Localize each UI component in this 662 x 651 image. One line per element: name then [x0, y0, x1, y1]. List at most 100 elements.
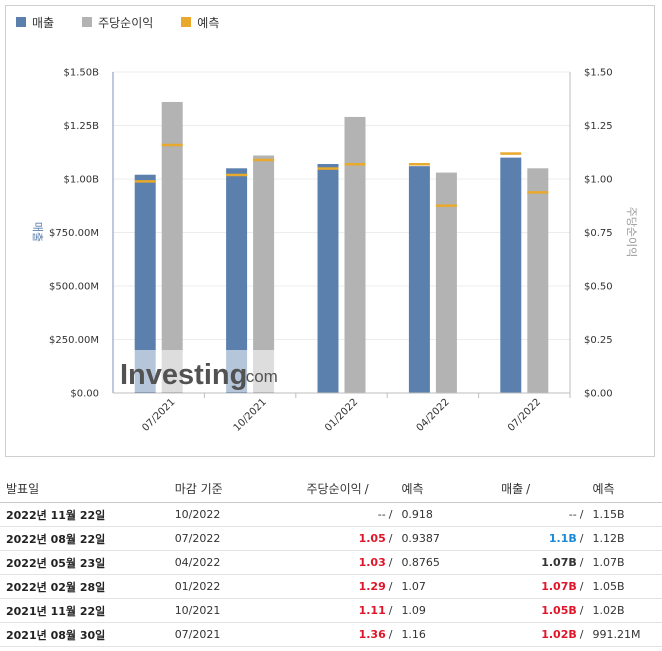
header-eps-label: 주당순이익	[306, 481, 362, 496]
cell-eps: 1.05/	[300, 526, 396, 551]
eps-actual: 1.29	[358, 580, 386, 593]
table-row: 2022년 05월 23일 04/2022 1.03/0.8765 1.07B/1.0…	[0, 550, 662, 575]
right-tick-label: $0.00	[584, 389, 613, 400]
revenue-forecast-mark	[500, 152, 522, 155]
legend-item-revenue: 매출	[16, 14, 54, 31]
cell-date: 2021년 08월 30일	[0, 622, 169, 647]
table-row: 2021년 08월 30일 07/2021 1.36/1.16 1.02B/991.2…	[0, 622, 662, 647]
eps-bar	[161, 101, 183, 394]
right-axis-title: 주당순이익	[625, 207, 638, 258]
eps-actual: 1.36	[358, 628, 386, 641]
right-tick-label: $0.25	[584, 335, 613, 346]
cell-revenue: 1.05B /	[495, 598, 587, 623]
header-eps-slash: /	[364, 481, 369, 496]
eps-slash: /	[388, 508, 393, 521]
cell-eps-forecast: 0.918	[395, 502, 496, 527]
chart-svg: Investing .com $0.00 $0.00 $250.00M $0.25 $5…	[31, 68, 638, 434]
left-tick-label: $1.25B	[64, 121, 100, 132]
eps-bar	[253, 155, 275, 393]
table-row: 2022년 02월 28일 01/2022 1.29/1.07 1.07B/1.05B	[0, 574, 662, 599]
revenue-bar	[408, 166, 430, 393]
x-tick-label: 07/2022	[506, 397, 543, 434]
cell-period: 10/2022	[168, 502, 301, 527]
cell-date: 2022년 08월 22일	[0, 526, 169, 551]
cell-date: 2022년 05월 23일	[0, 550, 169, 575]
revenue-actual: 1.07B	[541, 580, 577, 593]
cell-revenue: 1.02B /	[495, 622, 587, 647]
legend-label-revenue: 매출	[32, 15, 55, 30]
x-tick-label: 07/2021	[140, 397, 177, 434]
eps-forecast-mark	[344, 163, 366, 166]
eps-forecast-mark	[435, 204, 457, 207]
cell-revenue: 1.07B /	[495, 550, 587, 575]
cell-eps: 1.11/	[300, 598, 396, 623]
table-header-row: 발표일 마감 기준 주당순이익 / 예측 매출 / 예측	[0, 474, 662, 503]
header-period[interactable]: 마감 기준	[168, 474, 301, 503]
header-revenue-forecast[interactable]: 예측	[586, 474, 662, 503]
right-tick-label: $0.50	[584, 282, 613, 293]
cell-revenue-forecast: 1.05B	[586, 574, 662, 599]
right-tick-label: $1.50	[584, 68, 613, 79]
revenue-slash: /	[579, 556, 584, 569]
header-eps-forecast[interactable]: 예측	[395, 474, 496, 503]
revenue-forecast-mark	[408, 163, 430, 166]
cell-eps-forecast: 1.09	[395, 598, 496, 623]
cell-revenue: 1.07B /	[495, 574, 587, 599]
revenue-slash: /	[579, 604, 584, 617]
cell-period: 01/2022	[168, 574, 301, 599]
revenue-actual: 1.05B	[541, 604, 577, 617]
legend-swatch-revenue	[16, 17, 26, 27]
cell-period: 07/2021	[168, 622, 301, 647]
table-body: 2022년 11월 22일 10/2022 --/0.918 --/1.15B 2022…	[0, 502, 662, 647]
revenue-slash: /	[579, 580, 584, 593]
cell-eps: 1.29/	[300, 574, 396, 599]
eps-forecast-mark	[253, 158, 275, 162]
header-revenue-slash: /	[526, 481, 531, 496]
chart-legend: 매출 주당순이익 예측	[16, 13, 247, 31]
header-eps[interactable]: 주당순이익 /	[300, 474, 396, 503]
eps-bar	[435, 172, 457, 393]
header-date[interactable]: 발표일	[0, 474, 169, 503]
left-tick-label: $0.00	[70, 389, 99, 400]
left-tick-label: $1.00B	[64, 175, 100, 186]
eps-actual: 1.11	[358, 604, 386, 617]
eps-bar	[527, 168, 549, 393]
header-revenue[interactable]: 매출 /	[495, 474, 587, 503]
eps-actual: --	[377, 508, 386, 521]
left-tick-label: $500.00M	[49, 282, 99, 293]
revenue-slash: /	[579, 508, 584, 521]
legend-swatch-eps	[82, 17, 93, 27]
revenue-actual: 1.07B	[541, 556, 577, 569]
cell-revenue: -- /	[495, 502, 587, 527]
revenue-bar	[226, 168, 248, 393]
revenue-actual: 1.02B	[541, 628, 577, 641]
cell-period: 10/2021	[168, 598, 301, 623]
eps-slash: /	[388, 628, 393, 641]
cell-revenue-forecast: 991.21M	[586, 622, 662, 647]
cell-date: 2021년 11월 22일	[0, 598, 169, 623]
watermark-suffix: .com	[241, 367, 278, 386]
cell-eps: 1.03/	[300, 550, 396, 575]
cell-date: 2022년 11월 22일	[0, 502, 169, 527]
legend-label-forecast: 예측	[197, 15, 220, 30]
cell-eps: -- /	[300, 502, 396, 527]
table-row: 2021년 11월 22일 10/2021 1.11/1.09 1.05B/1.02B	[0, 598, 662, 623]
cell-period: 04/2022	[168, 550, 301, 575]
cell-revenue-forecast: 1.07B	[586, 550, 662, 575]
eps-forecast-mark	[527, 191, 549, 194]
grid-lines	[113, 71, 570, 340]
revenue-slash: /	[579, 628, 584, 641]
left-tick-label: $1.50B	[64, 68, 100, 79]
header-revenue-label: 매출	[501, 481, 524, 496]
table-row: 2022년 08월 22일 07/2022 1.05/0.9387 1.1B/1.12…	[0, 526, 662, 551]
cell-period: 07/2022	[168, 526, 301, 551]
investing-watermark: Investing .com	[105, 350, 295, 392]
cell-eps-forecast: 0.8765	[395, 550, 496, 575]
cell-revenue-forecast: 1.15B	[586, 502, 662, 527]
left-tick-label: $250.00M	[49, 335, 99, 346]
cell-revenue-forecast: 1.02B	[586, 598, 662, 623]
revenue-forecast-mark	[317, 167, 339, 170]
revenue-actual: --	[568, 508, 577, 521]
earnings-table: 발표일 마감 기준 주당순이익 / 예측 매출 / 예측 2022년 11월 22일…	[0, 474, 662, 647]
legend-swatch-forecast	[181, 17, 192, 27]
